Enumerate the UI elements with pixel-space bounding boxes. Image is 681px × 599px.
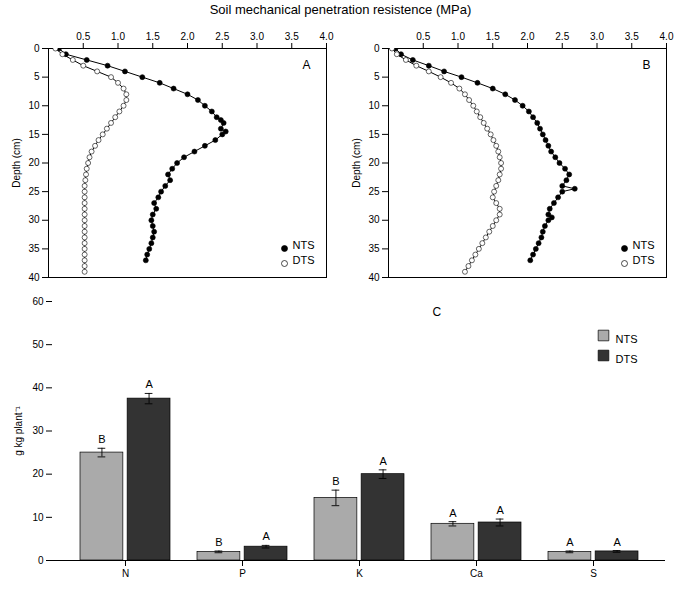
svg-text:2.5: 2.5 [215,31,229,42]
svg-text:NTS: NTS [293,239,315,251]
svg-text:5: 5 [34,71,40,82]
svg-text:3.0: 3.0 [250,31,264,42]
svg-text:5: 5 [374,71,380,82]
svg-text:20: 20 [28,157,40,168]
svg-text:S: S [590,568,597,579]
svg-text:P: P [239,568,246,579]
svg-text:NTS: NTS [633,239,655,251]
svg-text:15: 15 [28,129,40,140]
svg-text:10: 10 [32,512,44,523]
svg-text:Ca: Ca [470,568,483,579]
svg-text:40: 40 [32,382,44,393]
svg-text:60: 60 [32,296,44,307]
svg-text:B: B [642,58,650,72]
svg-text:K: K [356,568,363,579]
svg-text:30: 30 [28,214,40,225]
svg-text:2.5: 2.5 [555,31,569,42]
svg-text:A: A [566,536,574,548]
svg-text:A: A [449,507,457,519]
svg-text:Depth (cm): Depth (cm) [11,138,22,187]
svg-text:0.5: 0.5 [76,31,90,42]
svg-text:20: 20 [368,157,380,168]
svg-text:A: A [302,58,310,72]
svg-text:C: C [433,305,442,319]
svg-text:25: 25 [28,186,40,197]
svg-text:Depth (cm): Depth (cm) [351,138,362,187]
svg-text:DTS: DTS [293,254,315,266]
svg-text:A: A [613,536,621,548]
svg-text:NTS: NTS [616,333,638,345]
svg-text:10: 10 [368,100,380,111]
svg-text:40: 40 [28,272,40,283]
svg-text:0: 0 [374,43,380,54]
svg-text:1.0: 1.0 [111,31,125,42]
svg-text:35: 35 [368,243,380,254]
svg-text:10: 10 [28,100,40,111]
svg-text:B: B [215,536,222,548]
svg-text:DTS: DTS [633,254,655,266]
svg-text:0.5: 0.5 [416,31,430,42]
svg-text:1.5: 1.5 [146,31,160,42]
svg-text:4.0: 4.0 [320,31,334,42]
svg-text:1.5: 1.5 [486,31,500,42]
svg-text:35: 35 [28,243,40,254]
svg-text:g kg plant⁻¹: g kg plant⁻¹ [13,405,24,455]
svg-text:A: A [145,378,153,390]
svg-text:A: A [379,455,387,467]
svg-text:25: 25 [368,186,380,197]
svg-text:2.0: 2.0 [181,31,195,42]
html-text:Soil mechanical penetration re: Soil mechanical penetration resistence (… [209,2,472,17]
svg-text:30: 30 [32,425,44,436]
svg-text:30: 30 [368,214,380,225]
svg-text:4.0: 4.0 [660,31,674,42]
svg-text:3.5: 3.5 [625,31,639,42]
svg-text:2.0: 2.0 [521,31,535,42]
svg-text:20: 20 [32,468,44,479]
svg-text:3.5: 3.5 [285,31,299,42]
svg-text:A: A [262,530,270,542]
svg-text:DTS: DTS [616,353,638,365]
svg-text:1.0: 1.0 [451,31,465,42]
svg-text:15: 15 [368,129,380,140]
svg-text:50: 50 [32,339,44,350]
svg-text:B: B [332,475,339,487]
svg-text:N: N [122,568,129,579]
svg-text:B: B [98,433,105,445]
svg-text:0: 0 [34,43,40,54]
svg-text:0: 0 [38,555,44,566]
svg-text:3.0: 3.0 [590,31,604,42]
svg-text:40: 40 [368,272,380,283]
svg-text:A: A [496,504,504,516]
